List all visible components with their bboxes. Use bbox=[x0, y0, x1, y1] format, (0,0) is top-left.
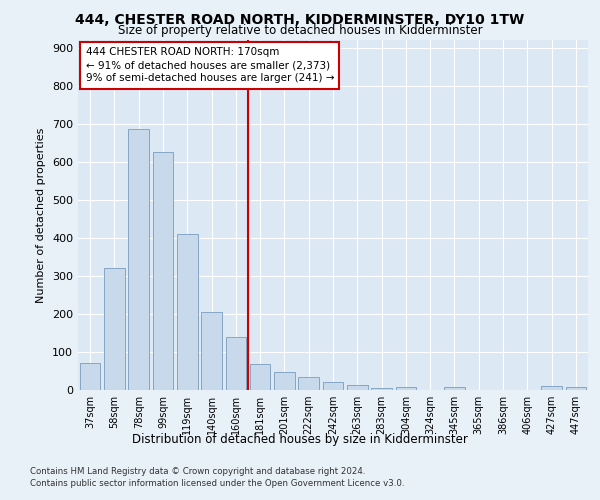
Bar bbox=[80, 362, 100, 390]
Text: 444, CHESTER ROAD NORTH, KIDDERMINSTER, DY10 1TW: 444, CHESTER ROAD NORTH, KIDDERMINSTER, … bbox=[76, 12, 524, 26]
Bar bbox=[104, 268, 125, 390]
Bar bbox=[566, 387, 586, 390]
Text: Contains HM Land Registry data © Crown copyright and database right 2024.: Contains HM Land Registry data © Crown c… bbox=[30, 468, 365, 476]
Text: Size of property relative to detached houses in Kidderminster: Size of property relative to detached ho… bbox=[118, 24, 482, 37]
Bar bbox=[250, 364, 271, 390]
Bar bbox=[152, 152, 173, 390]
Bar bbox=[226, 336, 246, 390]
Text: Contains public sector information licensed under the Open Government Licence v3: Contains public sector information licen… bbox=[30, 479, 404, 488]
Bar bbox=[323, 382, 343, 390]
Y-axis label: Number of detached properties: Number of detached properties bbox=[37, 128, 46, 302]
Text: 444 CHESTER ROAD NORTH: 170sqm
← 91% of detached houses are smaller (2,373)
9% o: 444 CHESTER ROAD NORTH: 170sqm ← 91% of … bbox=[86, 47, 334, 84]
Bar bbox=[371, 388, 392, 390]
Text: Distribution of detached houses by size in Kidderminster: Distribution of detached houses by size … bbox=[132, 432, 468, 446]
Bar bbox=[444, 387, 465, 390]
Bar bbox=[201, 312, 222, 390]
Bar bbox=[274, 372, 295, 390]
Bar bbox=[347, 386, 368, 390]
Bar bbox=[177, 234, 197, 390]
Bar bbox=[541, 386, 562, 390]
Bar bbox=[128, 130, 149, 390]
Bar bbox=[395, 387, 416, 390]
Bar bbox=[298, 378, 319, 390]
